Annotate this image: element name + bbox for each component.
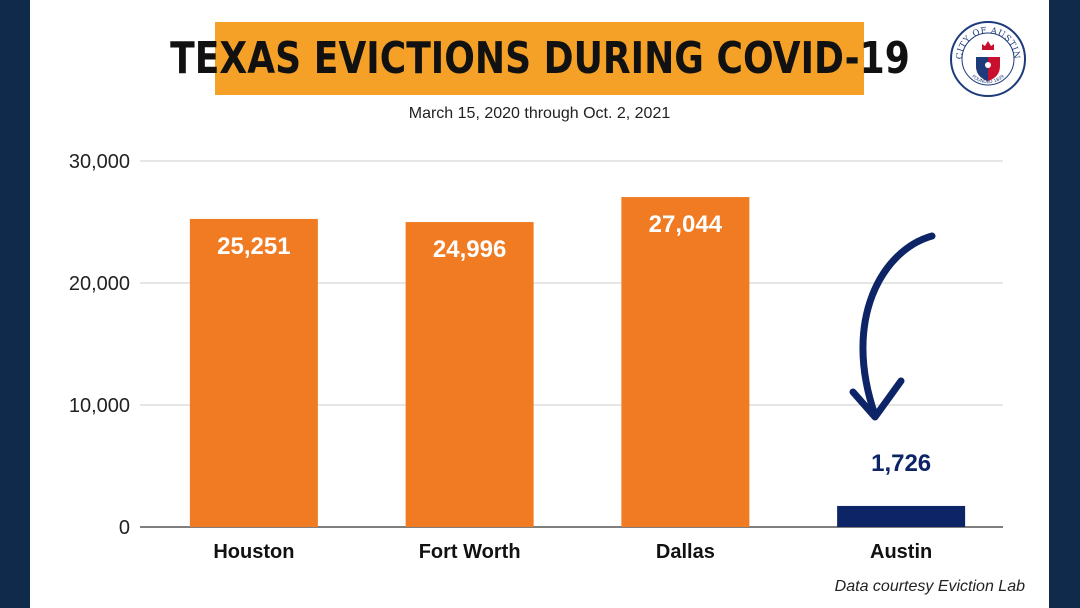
y-axis-ticks: 0 10,000 20,000 30,000 [69, 151, 130, 539]
y-tick-label: 30,000 [69, 151, 130, 173]
curved-arrow-head [849, 377, 905, 421]
chart-panel: TEXAS EVICTIONS DURING COVID-19 March 15… [30, 0, 1049, 608]
bars [189, 197, 966, 527]
bar-fort-worth [405, 222, 534, 527]
bar-chart: 0 10,000 20,000 30,000 25,251 24,996 27,044 1,… [69, 151, 1003, 563]
x-tick-label: Austin [870, 541, 932, 563]
chart-title: TEXAS EVICTIONS DURING COVID-19 [169, 33, 910, 84]
y-tick-label: 10,000 [69, 395, 130, 417]
bar-dallas [621, 197, 750, 527]
x-axis-ticks: Houston Fort Worth Dallas Austin [213, 541, 932, 563]
y-tick-label: 0 [119, 517, 130, 539]
bar-value-label: 25,251 [217, 233, 290, 260]
bar-austin [837, 505, 966, 527]
x-tick-label: Dallas [656, 541, 715, 563]
x-tick-label: Fort Worth [419, 541, 521, 563]
y-tick-label: 20,000 [69, 273, 130, 295]
annotation-arrow [849, 232, 936, 421]
value-labels: 25,251 24,996 27,044 1,726 [217, 211, 931, 477]
bar-houston [189, 218, 318, 527]
bar-value-label: 27,044 [649, 211, 723, 238]
city-seal-logo: CITY OF AUSTIN FOUNDED 1839 [950, 21, 1026, 97]
data-credit: Data courtesy Eviction Lab [834, 578, 1025, 595]
bar-value-label: 1,726 [871, 450, 931, 477]
bar-value-label: 24,996 [433, 236, 506, 263]
chart-subtitle: March 15, 2020 through Oct. 2, 2021 [408, 105, 671, 122]
x-tick-label: Houston [213, 541, 294, 563]
curved-arrow-shaft [859, 232, 936, 419]
title-banner: TEXAS EVICTIONS DURING COVID-19 [170, 22, 909, 95]
